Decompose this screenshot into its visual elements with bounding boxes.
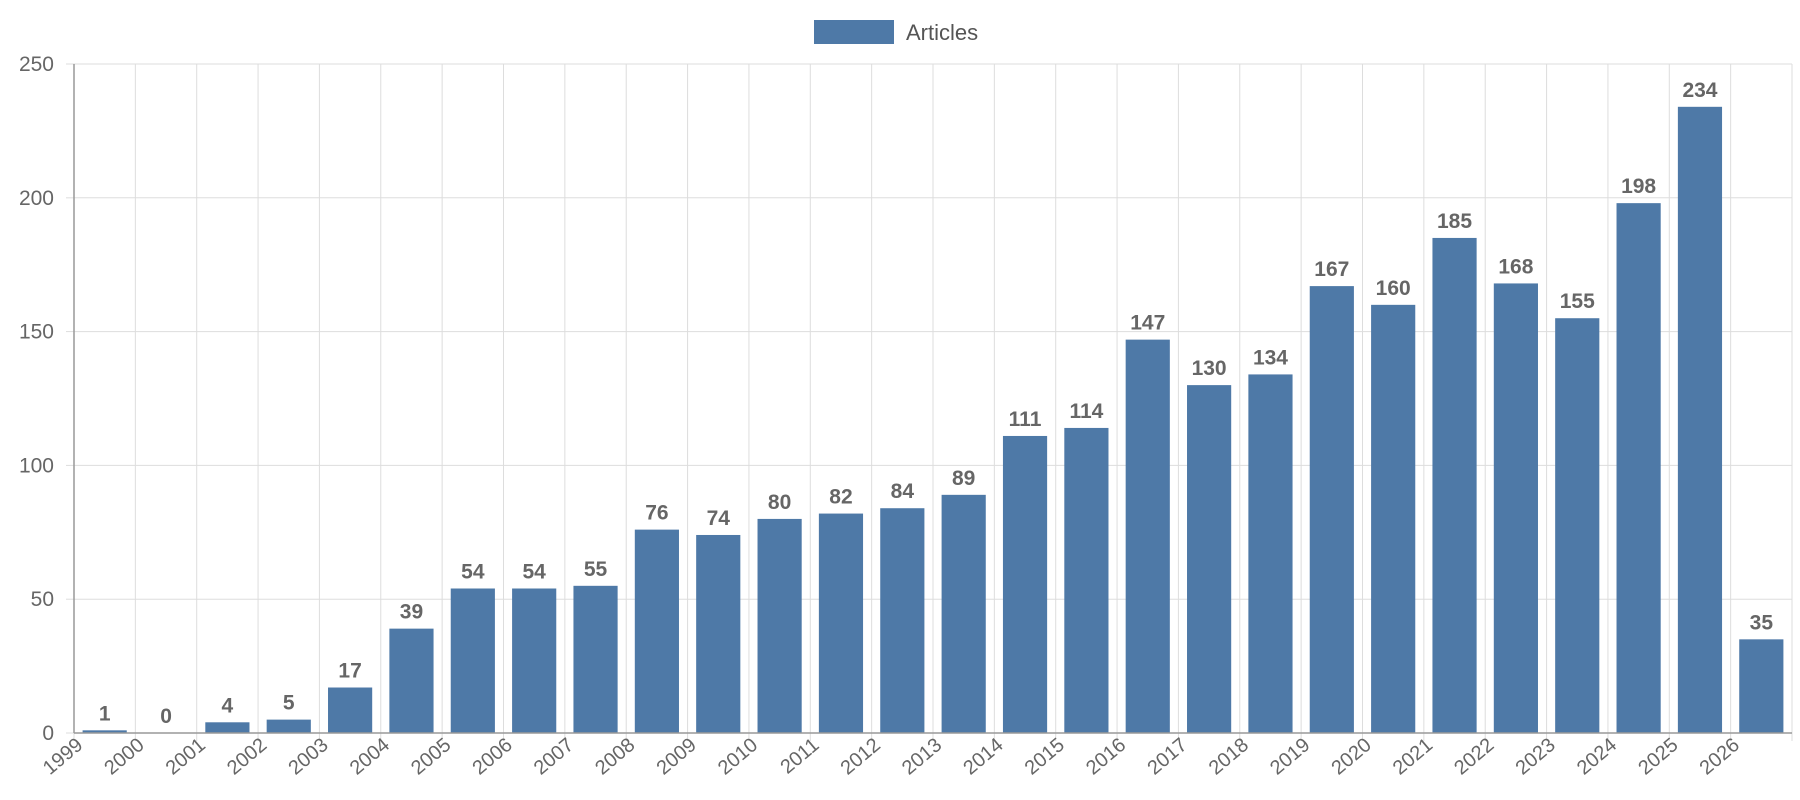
data-label-2004: 39 xyxy=(400,601,423,624)
x-tick-label-2015: 2015 xyxy=(1021,734,1069,779)
x-tick-label-2024: 2024 xyxy=(1573,734,1621,779)
x-tick-label-2019: 2019 xyxy=(1266,734,1314,779)
x-tick-label-2000: 2000 xyxy=(100,734,148,779)
data-label-2005: 54 xyxy=(461,560,485,583)
bar-2021 xyxy=(1432,237,1477,733)
x-tick-label-2023: 2023 xyxy=(1512,734,1560,779)
x-tick-label-2022: 2022 xyxy=(1450,734,1498,779)
bar-2001 xyxy=(205,722,250,733)
y-tick-label: 250 xyxy=(19,53,54,76)
bar-2004 xyxy=(389,628,434,733)
bar-2002 xyxy=(266,719,311,733)
bar-2011 xyxy=(818,513,864,733)
bar-2022 xyxy=(1493,283,1538,733)
bar-2026 xyxy=(1739,639,1784,733)
data-label-2014: 111 xyxy=(1009,408,1042,431)
bar-2025 xyxy=(1677,106,1723,734)
data-label-2007: 55 xyxy=(584,558,608,581)
x-tick-label-2021: 2021 xyxy=(1389,734,1437,779)
bar-1999 xyxy=(82,730,127,733)
data-label-2010: 80 xyxy=(768,491,791,514)
y-tick-label: 0 xyxy=(42,722,54,745)
data-label-2023: 155 xyxy=(1560,290,1595,313)
x-tick-label-2005: 2005 xyxy=(407,734,455,779)
data-label-2020: 160 xyxy=(1376,277,1411,300)
x-tick-label-2013: 2013 xyxy=(898,734,946,779)
x-tick-label-2017: 2017 xyxy=(1143,734,1191,779)
bar-2007 xyxy=(573,585,618,733)
data-label-2017: 130 xyxy=(1192,357,1227,380)
x-axis-ticks: 1999 2000 2001 2002 2003 2004 2005 2006 2007 2008… xyxy=(39,734,1744,779)
x-tick-label-2025: 2025 xyxy=(1634,734,1682,779)
bars xyxy=(82,106,1784,734)
data-label-2018: 134 xyxy=(1253,346,1288,369)
x-tick-label-2018: 2018 xyxy=(1205,734,1253,779)
bar-2005 xyxy=(450,588,495,733)
data-label-2008: 76 xyxy=(645,502,668,525)
data-label-2012: 84 xyxy=(891,480,915,503)
bar-2015 xyxy=(1064,427,1109,733)
x-tick-label-2026: 2026 xyxy=(1696,734,1744,779)
bar-2006 xyxy=(512,588,557,733)
x-tick-label-2007: 2007 xyxy=(530,734,578,779)
data-label-1999: 1 xyxy=(99,702,111,725)
y-tick-label: 200 xyxy=(19,187,54,210)
x-tick-label-2009: 2009 xyxy=(653,734,701,779)
x-tick-label-2002: 2002 xyxy=(223,734,271,779)
y-tick-label: 150 xyxy=(19,321,54,344)
data-label-2015: 114 xyxy=(1069,400,1103,423)
data-label-2021: 185 xyxy=(1437,210,1472,233)
x-tick-label-2016: 2016 xyxy=(1082,734,1130,779)
x-tick-label-2014: 2014 xyxy=(959,734,1007,779)
legend: Articles xyxy=(814,20,978,45)
x-tick-label-2006: 2006 xyxy=(468,734,516,779)
bar-2020 xyxy=(1371,304,1416,733)
bar-2010 xyxy=(757,518,802,733)
data-label-2001: 4 xyxy=(222,694,234,717)
x-tick-label-2012: 2012 xyxy=(837,734,885,779)
data-label-2025: 234 xyxy=(1682,79,1717,102)
x-tick-label-2020: 2020 xyxy=(1327,734,1375,779)
bar-2014 xyxy=(1002,435,1048,733)
data-label-2002: 5 xyxy=(283,692,295,715)
data-labels: 1 0 4 5 17 39 54 54 55 76 74 80 82 84 89 111 114 147 130 13… xyxy=(99,79,1773,728)
y-axis-ticks: 0 50 100 150 200 250 xyxy=(19,53,54,745)
bar-2009 xyxy=(696,534,741,733)
data-label-2019: 167 xyxy=(1314,258,1349,281)
axes xyxy=(73,64,1792,734)
x-tick-label-2008: 2008 xyxy=(591,734,639,779)
data-label-2000: 0 xyxy=(160,705,172,728)
x-tick-label-2001: 2001 xyxy=(162,734,210,779)
data-label-2022: 168 xyxy=(1498,255,1533,278)
data-label-2026: 35 xyxy=(1750,611,1774,634)
legend-label: Articles xyxy=(906,20,978,45)
data-label-2024: 198 xyxy=(1621,175,1656,198)
data-label-2009: 74 xyxy=(707,507,731,530)
data-label-2006: 54 xyxy=(522,560,546,583)
x-tick-label-2003: 2003 xyxy=(284,734,332,779)
legend-swatch xyxy=(814,20,894,44)
y-tick-label: 100 xyxy=(19,454,54,477)
y-tick-label: 50 xyxy=(31,588,54,611)
x-tick-label-2010: 2010 xyxy=(714,734,762,779)
bar-2024 xyxy=(1616,203,1661,734)
bar-2008 xyxy=(634,529,679,733)
data-label-2003: 17 xyxy=(338,660,361,683)
data-label-2013: 89 xyxy=(952,467,975,490)
bar-2003 xyxy=(328,687,373,733)
bar-2012 xyxy=(880,508,925,733)
bar-2016 xyxy=(1125,339,1170,733)
x-tick-label-2004: 2004 xyxy=(346,734,394,779)
bar-2018 xyxy=(1248,374,1293,733)
bar-2019 xyxy=(1309,286,1354,733)
data-label-2011: 82 xyxy=(829,486,852,509)
bar-2023 xyxy=(1555,318,1600,733)
x-tick-label-2011: 2011 xyxy=(776,734,823,779)
bar-2013 xyxy=(941,494,986,733)
data-label-2016: 147 xyxy=(1130,312,1165,335)
bar-2017 xyxy=(1187,385,1232,733)
